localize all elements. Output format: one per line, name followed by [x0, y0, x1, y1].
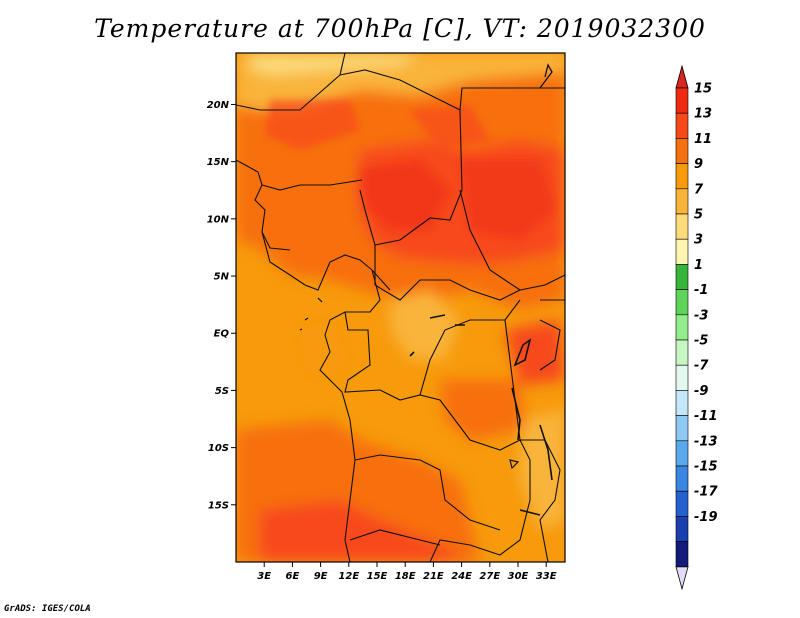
lon-tick-label: 12E — [338, 571, 359, 582]
lon-tick-label: 6E — [286, 571, 300, 582]
colorbar-label: 5 — [694, 208, 703, 223]
colorbar-swatch — [675, 289, 689, 316]
lon-tick-label: 15E — [367, 571, 388, 582]
lat-tick-label: 10N — [207, 214, 230, 225]
colorbar-swatch — [675, 314, 689, 341]
lat-tick-label: 10S — [208, 443, 229, 454]
colorbar-swatch — [675, 339, 689, 366]
colorbar-bottom-arrow — [675, 566, 689, 591]
colorbar-swatch — [675, 264, 689, 290]
colorbar-swatch — [675, 213, 689, 240]
lat-tick-label: 15S — [208, 500, 229, 511]
colorbar-label: -5 — [694, 334, 708, 349]
colorbar-swatch — [675, 390, 689, 416]
colorbar-label: 3 — [694, 233, 703, 248]
colorbar-swatch — [675, 188, 689, 215]
lon-tick-label: 9E — [314, 571, 328, 582]
lat-tick-label: 20N — [207, 100, 230, 111]
lat-tick-label: EQ — [214, 329, 230, 340]
lat-tick-label: 15N — [207, 157, 230, 168]
lon-tick-label: 21E — [423, 571, 444, 582]
colorbar-swatch — [675, 440, 689, 467]
map-frame — [235, 52, 566, 563]
colorbar-label: -15 — [694, 460, 718, 475]
colorbar-swatch — [675, 364, 689, 391]
lon-tick-label: 33E — [536, 571, 557, 582]
lon-tick-label: 27E — [479, 571, 500, 582]
country-borders — [236, 53, 565, 562]
colorbar-swatch — [675, 415, 689, 442]
latitude-axis: 20N 15N 10N 5N EQ 5S 10S 15S — [207, 100, 236, 511]
colorbar-label: 1 — [694, 258, 703, 273]
grads-credit: GrADS: IGES/COLA — [4, 604, 91, 614]
colorbar-label: 11 — [694, 132, 712, 147]
colorbar-swatch — [675, 238, 689, 265]
colorbar-label: -1 — [694, 283, 708, 298]
lon-tick-label: 18E — [395, 571, 416, 582]
colorbar-swatch — [675, 541, 689, 568]
colorbar: 15 13 11 9 7 5 3 1 -1 -3 -5 -7 -9 -11 -13 -15 -17 -19 — [675, 64, 718, 591]
temperature-field — [236, 53, 565, 562]
colorbar-label: 13 — [694, 107, 712, 122]
colorbar-swatch — [675, 87, 689, 114]
colorbar-swatch — [675, 465, 689, 492]
lon-tick-label: 3E — [257, 571, 271, 582]
colorbar-swatch — [675, 112, 689, 139]
colorbar-label: -19 — [694, 510, 718, 525]
colorbar-label: -17 — [694, 485, 718, 500]
lon-tick-label: 24E — [451, 571, 472, 582]
colorbar-label: -7 — [694, 359, 709, 374]
colorbar-label: 9 — [694, 157, 703, 172]
colorbar-label: -3 — [694, 308, 708, 323]
lat-tick-label: 5N — [214, 272, 230, 283]
colorbar-swatch — [675, 163, 689, 190]
colorbar-label: 7 — [694, 182, 704, 197]
colorbar-label: 15 — [694, 82, 712, 97]
colorbar-label: -11 — [694, 409, 718, 424]
lon-tick-label: 30E — [508, 571, 529, 582]
colorbar-swatch — [675, 138, 689, 164]
colorbar-swatch — [675, 490, 689, 517]
lat-tick-label: 5S — [215, 386, 229, 397]
colorbar-swatch — [675, 516, 689, 542]
colorbar-label: -13 — [694, 434, 718, 449]
colorbar-label: -9 — [694, 384, 708, 399]
colorbar-top-arrow — [675, 64, 689, 89]
longitude-axis: 3E 6E 9E 12E 15E 18E 21E 24E 27E 30E 33E — [257, 562, 557, 582]
map-title: Temperature at 700hPa [C], VT: 201903230… — [94, 14, 706, 43]
